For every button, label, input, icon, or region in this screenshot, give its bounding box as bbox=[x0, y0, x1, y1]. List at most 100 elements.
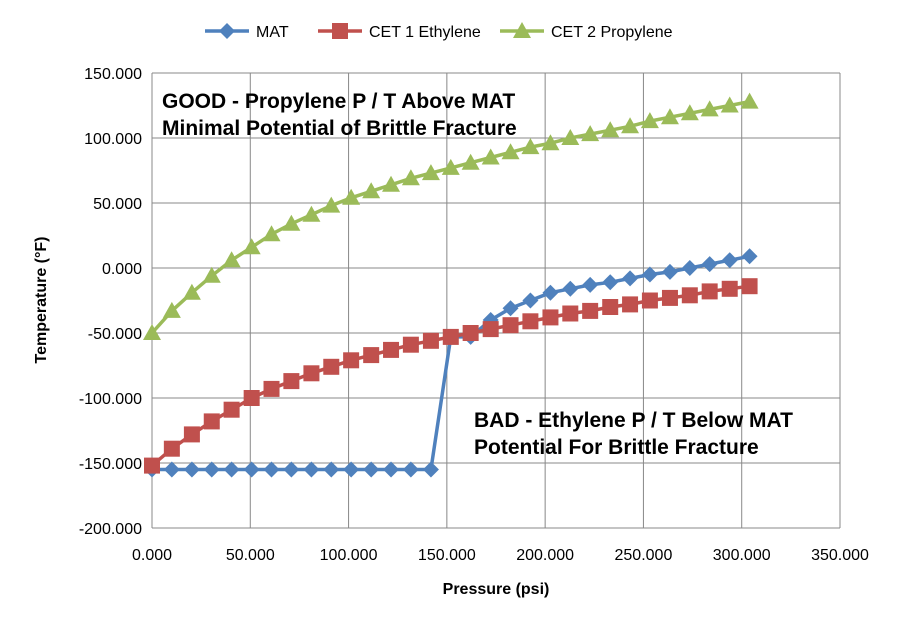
data-point-cet-1-ethylene bbox=[163, 440, 180, 457]
data-point-cet-2-propylene bbox=[621, 117, 640, 134]
data-point-mat bbox=[363, 461, 380, 478]
y-tick-label: 0.000 bbox=[102, 261, 142, 278]
legend: MAT CET 1 Ethylene CET 2 Propylene bbox=[205, 22, 673, 41]
data-point-mat bbox=[602, 274, 619, 291]
x-tick-label: 250.000 bbox=[615, 547, 673, 564]
x-tick-label: 200.000 bbox=[516, 547, 574, 564]
data-point-cet-1-ethylene bbox=[183, 426, 200, 443]
data-point-cet-1-ethylene bbox=[442, 328, 459, 345]
data-point-cet-2-propylene bbox=[581, 125, 600, 142]
data-point-cet-1-ethylene bbox=[661, 289, 678, 306]
legend-label-cet-1-ethylene: CET 1 Ethylene bbox=[369, 24, 481, 41]
data-point-mat bbox=[263, 461, 280, 478]
x-tick-label: 350.000 bbox=[811, 547, 869, 564]
data-point-cet-1-ethylene bbox=[383, 341, 400, 358]
data-point-cet-2-propylene bbox=[561, 129, 580, 145]
data-point-cet-1-ethylene bbox=[602, 299, 619, 315]
x-axis-label: Pressure (psi) bbox=[443, 581, 550, 598]
data-point-cet-1-ethylene bbox=[363, 347, 380, 364]
data-point-cet-2-propylene bbox=[342, 188, 361, 205]
data-point-cet-1-ethylene bbox=[323, 358, 340, 375]
data-point-cet-2-propylene bbox=[720, 96, 739, 113]
data-point-cet-1-ethylene bbox=[223, 401, 240, 418]
data-point-cet-1-ethylene bbox=[303, 365, 320, 382]
legend-label-mat: MAT bbox=[256, 24, 289, 41]
data-point-mat bbox=[323, 461, 340, 478]
data-point-cet-2-propylene bbox=[401, 169, 420, 186]
data-point-mat bbox=[243, 461, 260, 478]
data-point-cet-1-ethylene bbox=[263, 380, 280, 397]
data-point-mat bbox=[422, 461, 439, 478]
data-point-cet-2-propylene bbox=[660, 108, 679, 125]
y-tick-label: 100.000 bbox=[84, 131, 142, 148]
data-point-cet-1-ethylene bbox=[641, 292, 658, 309]
data-point-cet-2-propylene bbox=[222, 251, 241, 268]
y-tick-label: -100.000 bbox=[79, 391, 142, 408]
y-tick-label: 150.000 bbox=[84, 66, 142, 83]
data-point-cet-2-propylene bbox=[262, 225, 281, 242]
data-point-cet-1-ethylene bbox=[721, 280, 738, 297]
x-tick-label: 0.000 bbox=[132, 547, 172, 564]
data-point-mat bbox=[681, 260, 698, 276]
grid bbox=[151, 72, 841, 529]
legend-marker-cet-1-ethylene bbox=[332, 23, 348, 39]
data-point-cet-2-propylene bbox=[700, 100, 719, 117]
x-tick-label: 150.000 bbox=[418, 547, 476, 564]
series-cet-1-ethylene bbox=[144, 278, 758, 474]
y-tick-label: -150.000 bbox=[79, 456, 142, 473]
data-point-cet-1-ethylene bbox=[741, 278, 758, 295]
data-point-cet-2-propylene bbox=[740, 92, 759, 109]
tick-labels: 0.000 50.000 100.000 150.000 200.000 250.000 3… bbox=[79, 66, 869, 564]
data-point-mat bbox=[163, 461, 180, 478]
data-point-mat bbox=[582, 276, 599, 293]
data-point-cet-1-ethylene bbox=[522, 313, 539, 330]
data-point-mat bbox=[343, 461, 360, 478]
data-point-cet-2-propylene bbox=[182, 283, 201, 300]
data-point-cet-1-ethylene bbox=[622, 296, 639, 313]
data-point-cet-1-ethylene bbox=[701, 283, 718, 300]
data-point-cet-2-propylene bbox=[541, 134, 560, 151]
data-point-cet-2-propylene bbox=[501, 143, 520, 160]
data-point-mat bbox=[283, 461, 300, 478]
data-point-mat bbox=[183, 461, 200, 478]
y-tick-label: -50.000 bbox=[88, 326, 142, 343]
data-point-cet-1-ethylene bbox=[203, 413, 220, 430]
data-point-mat bbox=[303, 461, 320, 478]
data-point-cet-2-propylene bbox=[382, 175, 401, 192]
data-point-cet-2-propylene bbox=[162, 301, 181, 318]
data-point-cet-2-propylene bbox=[680, 104, 699, 121]
data-point-mat bbox=[741, 248, 758, 265]
data-point-cet-2-propylene bbox=[242, 238, 261, 255]
data-point-cet-2-propylene bbox=[421, 164, 440, 181]
data-point-cet-2-propylene bbox=[202, 266, 221, 283]
data-point-mat bbox=[542, 284, 559, 301]
data-point-cet-2-propylene bbox=[640, 112, 659, 129]
data-point-cet-1-ethylene bbox=[562, 305, 579, 322]
data-point-cet-2-propylene bbox=[481, 148, 500, 165]
data-point-cet-1-ethylene bbox=[243, 390, 260, 406]
data-point-mat bbox=[622, 270, 639, 287]
data-point-mat bbox=[562, 280, 579, 297]
data-point-cet-1-ethylene bbox=[502, 317, 519, 334]
data-point-mat bbox=[502, 300, 519, 317]
data-point-cet-1-ethylene bbox=[283, 373, 300, 390]
data-point-mat bbox=[661, 263, 678, 280]
legend-label-cet-2-propylene: CET 2 Propylene bbox=[551, 24, 673, 41]
data-point-mat bbox=[522, 292, 539, 309]
y-tick-label: -200.000 bbox=[79, 521, 142, 538]
data-point-mat bbox=[402, 461, 419, 478]
x-tick-label: 300.000 bbox=[713, 547, 771, 564]
y-tick-label: 50.000 bbox=[93, 196, 142, 213]
y-axis-label: Temperature (°F) bbox=[33, 236, 50, 363]
legend-marker-cet-2-propylene bbox=[513, 22, 531, 38]
data-point-cet-1-ethylene bbox=[482, 321, 499, 338]
annotation-good-line2: Minimal Potential of Brittle Fracture bbox=[162, 117, 517, 140]
data-point-cet-1-ethylene bbox=[422, 332, 439, 349]
data-point-mat bbox=[203, 461, 220, 478]
data-point-mat bbox=[641, 266, 658, 283]
data-point-cet-1-ethylene bbox=[402, 336, 419, 353]
x-tick-label: 50.000 bbox=[226, 547, 275, 564]
annotation-bad-line2: Potential For Brittle Fracture bbox=[474, 436, 759, 459]
